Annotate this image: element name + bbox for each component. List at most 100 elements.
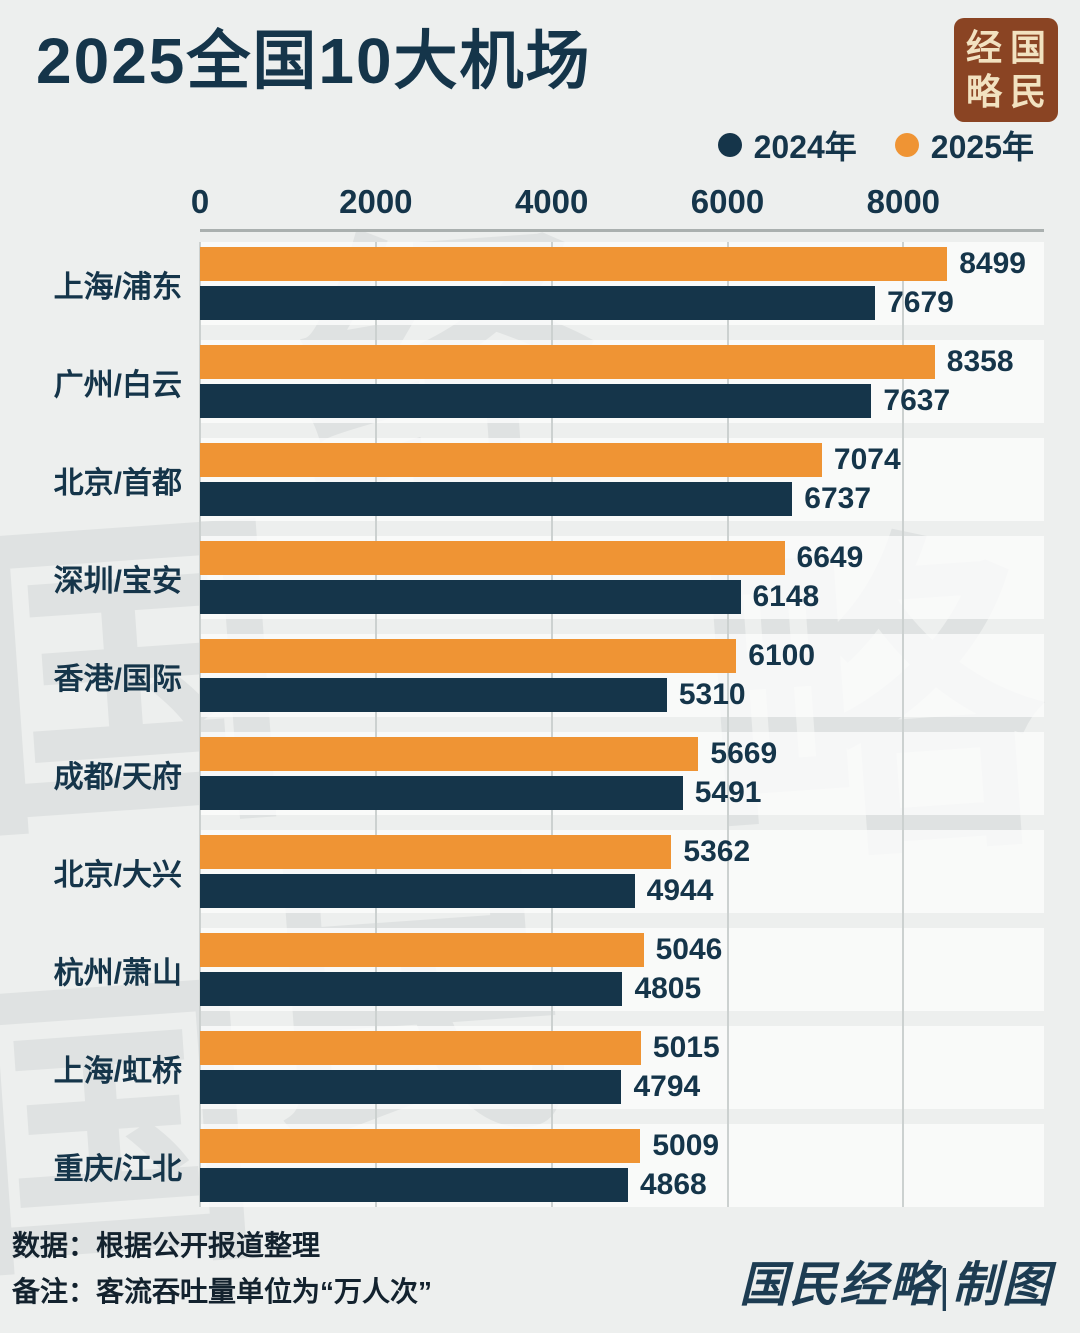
row-band: 5046 4805 [200, 928, 1044, 1012]
bar-row: 6737 [200, 482, 1044, 517]
bar-2025年 [200, 541, 785, 576]
bar-value: 7637 [883, 384, 951, 418]
category-label: 北京/首都 [53, 466, 182, 500]
legend-item-2025: 2025年 [894, 122, 1034, 168]
row-band: 5009 4868 [200, 1124, 1044, 1208]
footer-unit-note: 备注：客流吞吐量单位为“万人次” [12, 1275, 433, 1307]
bar-2024年 [200, 580, 741, 615]
bar-row: 5491 [200, 776, 1044, 811]
legend-dot-2025 [894, 133, 919, 158]
row-band: 8499 7679 [200, 242, 1044, 326]
chart-row: 杭州/萧山 5046 4805 [0, 928, 1044, 1012]
x-axis-tick: 6000 [690, 183, 765, 221]
legend-label-2025: 2025年 [930, 129, 1034, 166]
bar-row: 6148 [200, 580, 1044, 615]
category-label: 上海/虹桥 [53, 1054, 182, 1088]
bar-row: 8499 [200, 247, 1044, 282]
bar-2024年 [200, 482, 793, 517]
row-band: 6100 5310 [200, 634, 1044, 718]
legend-dot-2024 [717, 133, 742, 158]
bar-2024年 [200, 678, 667, 713]
bar-2025年 [200, 345, 935, 380]
chart-row: 上海/浦东 8499 7679 [0, 242, 1044, 326]
bar-value: 4868 [639, 1168, 707, 1202]
bar-2024年 [200, 874, 635, 909]
bar-row: 4868 [200, 1168, 1044, 1203]
footer: 数据：根据公开报道整理 备注：客流吞吐量单位为“万人次” 国民经略|制图 [0, 1223, 1080, 1315]
bar-2025年 [200, 1129, 641, 1164]
bar-row: 4794 [200, 1070, 1044, 1105]
bar-2025年 [200, 835, 672, 870]
bar-value: 8358 [946, 345, 1014, 379]
bar-row: 7074 [200, 443, 1044, 478]
category-label: 北京/大兴 [53, 858, 182, 892]
header: 2025全国10大机场 [0, 0, 1080, 95]
chart-row: 上海/虹桥 5015 4794 [0, 1026, 1044, 1110]
chart-row: 北京/首都 7074 6737 [0, 438, 1044, 522]
bar-row: 7679 [200, 286, 1044, 321]
bar-value: 4944 [646, 874, 714, 908]
bar-value: 5362 [683, 835, 751, 869]
seal-char: 略 [965, 72, 1002, 112]
chart-rows: 上海/浦东 8499 7679 广州/白云 8358 7637 北京/首都 7074 6737 深… [0, 242, 1044, 1208]
bar-row: 5669 [200, 737, 1044, 772]
bar-row: 6100 [200, 639, 1044, 674]
category-label: 成都/天府 [53, 760, 182, 794]
x-axis-tick: 4000 [514, 183, 589, 221]
bar-row: 4944 [200, 874, 1044, 909]
bar-value: 5669 [710, 737, 778, 771]
bar-value: 5310 [678, 678, 746, 712]
bar-2024年 [200, 776, 683, 811]
bar-value: 6148 [752, 580, 820, 614]
chart-row: 北京/大兴 5362 4944 [0, 830, 1044, 914]
bar-value: 4794 [633, 1070, 701, 1104]
legend-label-2024: 2024年 [753, 129, 857, 166]
x-axis-tick: 2000 [339, 183, 413, 221]
row-band: 6649 6148 [200, 536, 1044, 620]
chart-row: 成都/天府 5669 5491 [0, 732, 1044, 816]
bar-2025年 [200, 639, 737, 674]
category-label: 广州/白云 [53, 368, 182, 402]
footer-source-note: 数据：根据公开报道整理 [12, 1229, 321, 1261]
bar-row: 8358 [200, 345, 1044, 380]
legend-item-2024: 2024年 [717, 122, 857, 168]
row-band: 5362 4944 [200, 830, 1044, 914]
bar-value: 8499 [959, 247, 1026, 281]
category-label: 深圳/宝安 [53, 564, 182, 598]
legend: 2024年 2025年 [0, 125, 1080, 165]
seal-char: 民 [1009, 72, 1046, 112]
row-band: 8358 7637 [200, 340, 1044, 424]
bar-row: 7637 [200, 384, 1044, 419]
bar-row: 5310 [200, 678, 1044, 713]
bar-row: 6649 [200, 541, 1044, 576]
bar-value: 6100 [748, 639, 816, 673]
bar-row: 5009 [200, 1129, 1044, 1164]
bar-2025年 [200, 247, 948, 282]
bar-row: 5015 [200, 1031, 1044, 1066]
bar-2025年 [200, 1031, 641, 1066]
bar-row: 4805 [200, 972, 1044, 1007]
brand-seal: 经 国 略 民 [954, 18, 1058, 122]
bar-value: 6737 [804, 482, 872, 516]
x-axis: 0 2000 4000 6000 8000 [191, 179, 1044, 233]
bar-2025年 [200, 443, 822, 478]
bar-value: 6649 [796, 541, 864, 575]
bar-value: 5046 [655, 933, 723, 967]
page-title: 2025全国10大机场 [36, 25, 592, 97]
footer-notes: 数据：根据公开报道整理 备注：客流吞吐量单位为“万人次” [12, 1223, 432, 1315]
bar-value: 5491 [694, 776, 762, 810]
chart-row: 香港/国际 6100 5310 [0, 634, 1044, 718]
chart-row: 重庆/江北 5009 4868 [0, 1124, 1044, 1208]
seal-char: 经 [965, 28, 1002, 68]
x-axis-tick: 8000 [866, 183, 941, 221]
row-band: 5669 5491 [200, 732, 1044, 816]
category-label: 杭州/萧山 [53, 956, 182, 990]
bar-value: 7074 [833, 443, 901, 477]
plot-area: 上海/浦东 8499 7679 广州/白云 8358 7637 北京/首都 7074 6737 深… [0, 242, 1044, 1208]
bar-2024年 [200, 286, 876, 321]
chart-row: 深圳/宝安 6649 6148 [0, 536, 1044, 620]
footer-credit: 国民经略|制图 [739, 1259, 1052, 1312]
row-band: 7074 6737 [200, 438, 1044, 522]
bar-2024年 [200, 1070, 622, 1105]
